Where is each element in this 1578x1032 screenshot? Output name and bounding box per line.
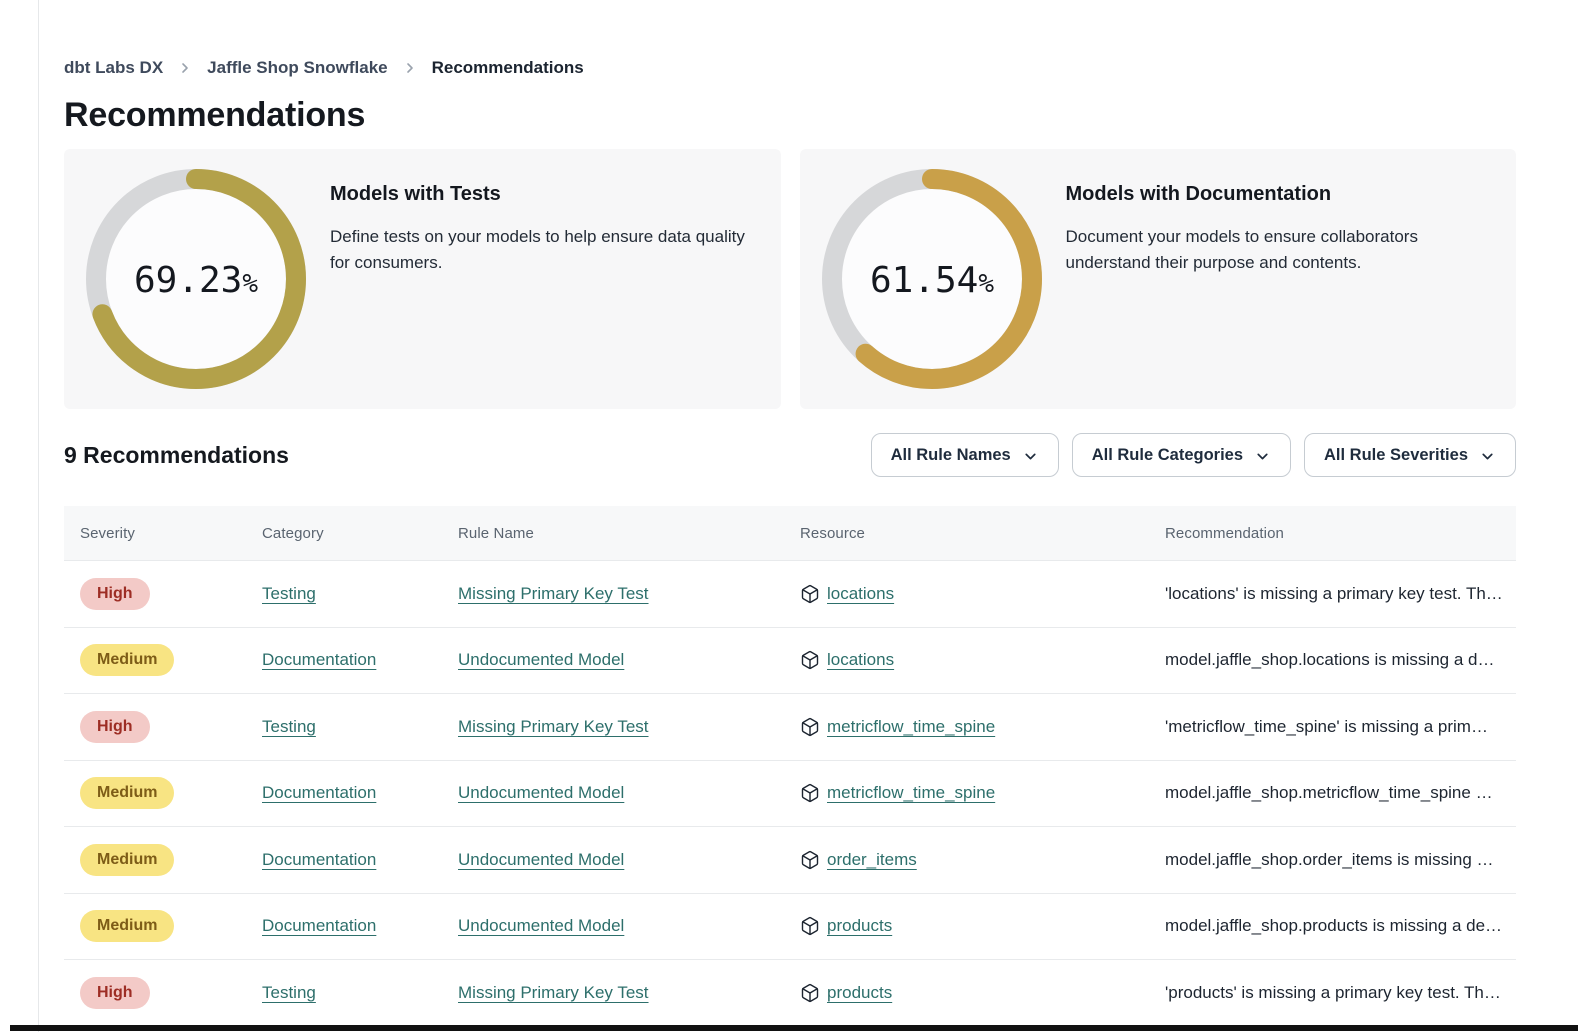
rule-name-link[interactable]: Undocumented Model — [458, 783, 624, 802]
recommendations-table: Severity Category Rule Name Resource Rec… — [64, 506, 1516, 1026]
docs-percent-value: 61.54 — [869, 260, 977, 301]
severity-badge: Medium — [80, 844, 174, 876]
rule-name-link[interactable]: Undocumented Model — [458, 850, 624, 869]
rule-name-link[interactable]: Missing Primary Key Test — [458, 717, 649, 736]
category-link[interactable]: Testing — [262, 717, 316, 736]
resource-link[interactable]: products — [827, 916, 892, 936]
page-title: Recommendations — [64, 96, 1516, 135]
docs-donut-chart: 61.54% — [822, 169, 1042, 389]
category-link[interactable]: Documentation — [262, 650, 376, 669]
rule-categories-filter[interactable]: All Rule Categories — [1072, 433, 1291, 477]
severity-badge: Medium — [80, 644, 174, 676]
rule-names-filter-label: All Rule Names — [891, 446, 1011, 465]
chevron-right-icon — [402, 60, 418, 76]
rule-categories-filter-label: All Rule Categories — [1092, 446, 1243, 465]
table-body: High Testing Missing Primary Key Test lo… — [64, 560, 1516, 1026]
column-header-severity: Severity — [64, 525, 246, 542]
recommendation-text: 'products' is missing a primary key test… — [1149, 983, 1516, 1003]
severity-badge: High — [80, 977, 150, 1009]
breadcrumb-account[interactable]: dbt Labs DX — [64, 58, 163, 78]
table-header: Severity Category Rule Name Resource Rec… — [64, 506, 1516, 560]
category-link[interactable]: Testing — [262, 983, 316, 1002]
table-row: High Testing Missing Primary Key Test pr… — [64, 959, 1516, 1026]
rule-name-link[interactable]: Missing Primary Key Test — [458, 983, 649, 1002]
model-box-icon — [800, 783, 820, 803]
rule-name-link[interactable]: Missing Primary Key Test — [458, 584, 649, 603]
resource-link[interactable]: metricflow_time_spine — [827, 717, 995, 737]
rule-names-filter[interactable]: All Rule Names — [871, 433, 1059, 477]
chevron-down-icon — [1254, 448, 1271, 465]
category-link[interactable]: Testing — [262, 584, 316, 603]
severity-badge: High — [80, 578, 150, 610]
severity-badge: Medium — [80, 777, 174, 809]
models-with-tests-card: 69.23% Models with Tests Define tests on… — [64, 149, 781, 409]
category-link[interactable]: Documentation — [262, 916, 376, 935]
column-header-recommendation: Recommendation — [1149, 525, 1516, 542]
recommendation-text: model.jaffle_shop.order_items is missing… — [1149, 850, 1516, 870]
rule-name-link[interactable]: Undocumented Model — [458, 650, 624, 669]
recommendation-text: 'locations' is missing a primary key tes… — [1149, 584, 1516, 604]
breadcrumb-current: Recommendations — [432, 58, 584, 78]
summary-cards: 69.23% Models with Tests Define tests on… — [64, 149, 1516, 409]
chevron-down-icon — [1479, 448, 1496, 465]
breadcrumb: dbt Labs DX Jaffle Shop Snowflake Recomm… — [64, 58, 1516, 78]
tests-percent-value: 69.23 — [134, 260, 242, 301]
recommendations-count: 9 Recommendations — [64, 442, 289, 469]
recommendation-text: 'metricflow_time_spine' is missing a pri… — [1149, 717, 1516, 737]
sidebar-edge — [0, 0, 39, 1032]
breadcrumb-project[interactable]: Jaffle Shop Snowflake — [207, 58, 387, 78]
table-row: Medium Documentation Undocumented Model … — [64, 826, 1516, 893]
resource-link[interactable]: products — [827, 983, 892, 1003]
category-link[interactable]: Documentation — [262, 783, 376, 802]
recommendation-text: model.jaffle_shop.products is missing a … — [1149, 916, 1516, 936]
model-box-icon — [800, 850, 820, 870]
table-row: Medium Documentation Undocumented Model … — [64, 893, 1516, 960]
resource-link[interactable]: order_items — [827, 850, 917, 870]
model-box-icon — [800, 916, 820, 936]
docs-card-description: Document your models to ensure collabora… — [1066, 224, 1448, 276]
resource-link[interactable]: locations — [827, 650, 894, 670]
model-box-icon — [800, 717, 820, 737]
docs-card-title: Models with Documentation — [1066, 183, 1448, 206]
resource-link[interactable]: metricflow_time_spine — [827, 783, 995, 803]
chevron-down-icon — [1022, 448, 1039, 465]
bottom-bar — [10, 1025, 1578, 1031]
chevron-right-icon — [177, 60, 193, 76]
tests-donut-chart: 69.23% — [86, 169, 306, 389]
list-header: 9 Recommendations All Rule Names All Rul… — [64, 433, 1516, 477]
rule-severities-filter-label: All Rule Severities — [1324, 446, 1468, 465]
rule-severities-filter[interactable]: All Rule Severities — [1304, 433, 1516, 477]
recommendation-text: model.jaffle_shop.locations is missing a… — [1149, 650, 1516, 670]
resource-link[interactable]: locations — [827, 584, 894, 604]
table-row: Medium Documentation Undocumented Model … — [64, 760, 1516, 827]
tests-card-description: Define tests on your models to help ensu… — [330, 224, 759, 276]
column-header-rule-name: Rule Name — [442, 525, 784, 542]
models-with-documentation-card: 61.54% Models with Documentation Documen… — [800, 149, 1517, 409]
recommendation-text: model.jaffle_shop.metricflow_time_spine … — [1149, 783, 1516, 803]
svg-text:69.23%: 69.23% — [134, 260, 258, 301]
table-row: Medium Documentation Undocumented Model … — [64, 627, 1516, 694]
category-link[interactable]: Documentation — [262, 850, 376, 869]
tests-percent-unit: % — [242, 269, 258, 299]
column-header-category: Category — [246, 525, 442, 542]
table-row: High Testing Missing Primary Key Test me… — [64, 693, 1516, 760]
severity-badge: High — [80, 711, 150, 743]
svg-text:61.54%: 61.54% — [869, 260, 993, 301]
table-row: High Testing Missing Primary Key Test lo… — [64, 560, 1516, 627]
model-box-icon — [800, 584, 820, 604]
recommendations-page: dbt Labs DX Jaffle Shop Snowflake Recomm… — [39, 0, 1578, 1032]
tests-card-title: Models with Tests — [330, 183, 759, 206]
column-header-resource: Resource — [784, 525, 1149, 542]
filter-bar: All Rule Names All Rule Categories All R… — [871, 433, 1516, 477]
model-box-icon — [800, 650, 820, 670]
rule-name-link[interactable]: Undocumented Model — [458, 916, 624, 935]
docs-percent-unit: % — [978, 269, 994, 299]
model-box-icon — [800, 983, 820, 1003]
severity-badge: Medium — [80, 910, 174, 942]
